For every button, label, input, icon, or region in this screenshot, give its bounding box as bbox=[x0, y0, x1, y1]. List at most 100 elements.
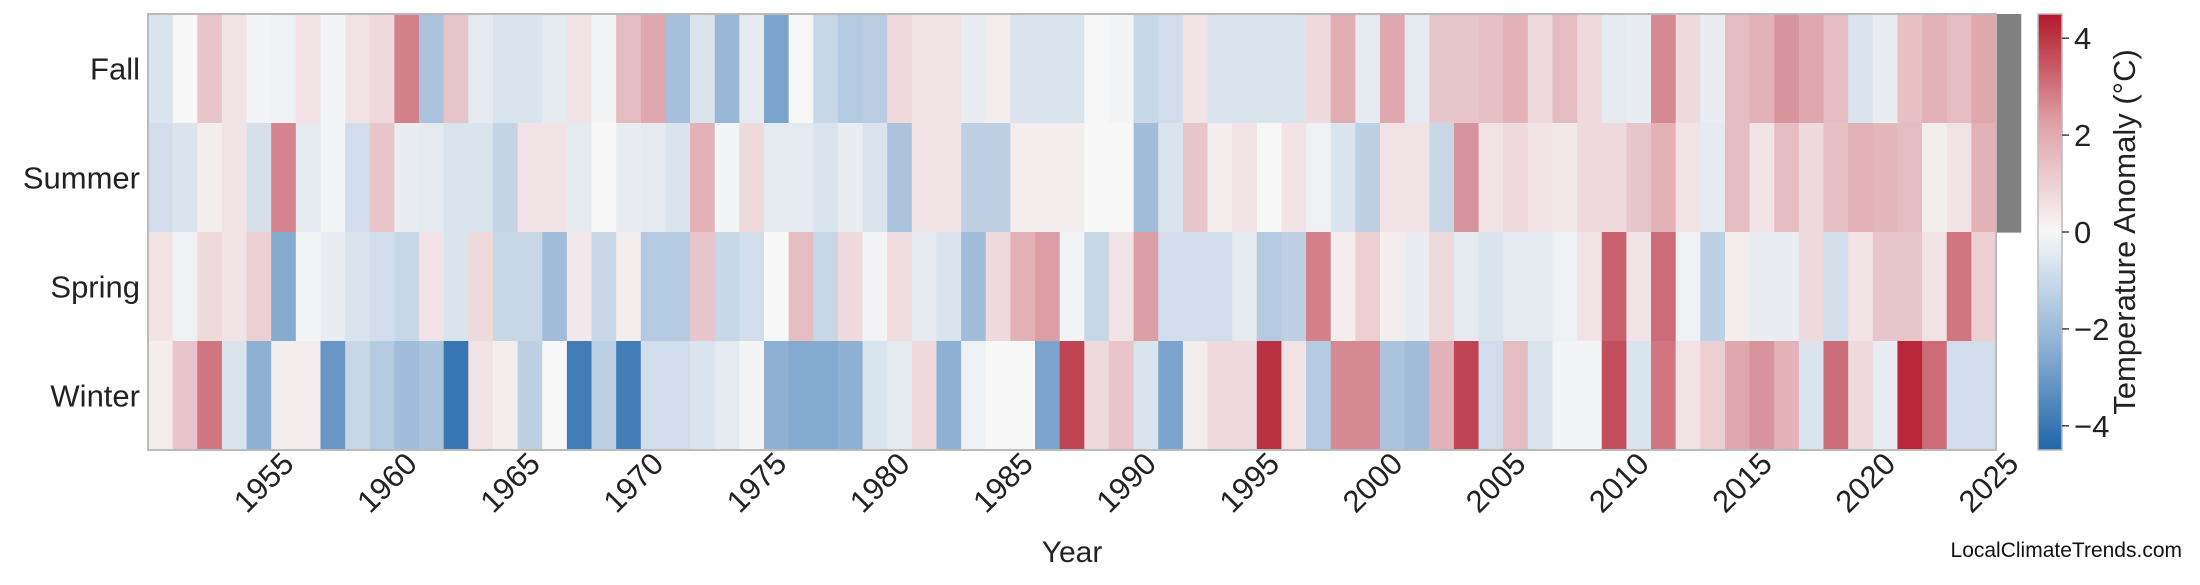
heatmap-cell-spring-1952 bbox=[172, 232, 198, 342]
heatmap-cell-spring-2020 bbox=[1848, 232, 1874, 342]
heatmap-cell-summer-1999 bbox=[1330, 123, 1356, 233]
heatmap-cell-winter-1983 bbox=[936, 341, 962, 451]
x-tick-labels: 1955 1960 1965 1970 1975 1980 1985 1990 1995 2000… bbox=[227, 446, 2025, 520]
heatmap-cell-winter-2017 bbox=[1774, 341, 1800, 451]
heatmap-cell-fall-1966 bbox=[517, 14, 543, 124]
heatmap-cell-spring-1995 bbox=[1232, 232, 1258, 342]
heatmap-cell-winter-1995 bbox=[1232, 341, 1258, 451]
heatmap-cell-spring-1979 bbox=[837, 232, 864, 342]
heatmap-cell-summer-1953 bbox=[197, 123, 223, 233]
heatmap-cell-summer-1997 bbox=[1281, 123, 1307, 233]
heatmap-cell-winter-1967 bbox=[542, 341, 568, 451]
heatmap-cell-summer-2015 bbox=[1724, 123, 1751, 233]
heatmap-cell-winter-1982 bbox=[911, 341, 938, 451]
heatmap-cell-summer-2025 bbox=[1971, 123, 1997, 233]
heatmap-cell-winter-1964 bbox=[468, 341, 494, 451]
colorbar-label: Temperature Anomaly (°C) bbox=[2107, 49, 2142, 415]
heatmap-cell-spring-2007 bbox=[1527, 232, 1554, 342]
heatmap-cell-winter-1965 bbox=[492, 341, 519, 451]
heatmap-cell-fall-1967 bbox=[542, 14, 568, 124]
heatmap-cell-summer-1960 bbox=[369, 123, 395, 233]
row-label-spring: Spring bbox=[50, 270, 140, 305]
heatmap-cell-winter-1971 bbox=[640, 341, 667, 451]
heatmap-cell-spring-1972 bbox=[665, 232, 691, 342]
heatmap-cell-spring-1967 bbox=[542, 232, 568, 342]
heatmap-cell-spring-2011 bbox=[1626, 232, 1652, 342]
heatmap-cell-spring-1981 bbox=[887, 232, 913, 342]
x-tick-2020: 2020 bbox=[1829, 446, 1903, 520]
heatmap-cell-spring-1970 bbox=[616, 232, 642, 342]
heatmap-cell-spring-1983 bbox=[936, 232, 962, 342]
heatmap-cell-summer-1988 bbox=[1059, 123, 1085, 233]
heatmap-cell-summer-1992 bbox=[1158, 123, 1184, 233]
heatmap-cell-summer-1980 bbox=[862, 123, 888, 233]
heatmap-cell-fall-2014 bbox=[1700, 14, 1726, 124]
heatmap-cell-winter-2003 bbox=[1429, 341, 1455, 451]
heatmap-cell-fall-2022 bbox=[1897, 14, 1923, 124]
heatmap-cell-fall-1980 bbox=[862, 14, 888, 124]
heatmap-cell-summer-1961 bbox=[394, 123, 420, 233]
heatmap-cell-summer-2021 bbox=[1872, 123, 1899, 233]
heatmap-cell-summer-2011 bbox=[1626, 123, 1652, 233]
heatmap-cell-winter-1985 bbox=[985, 341, 1011, 451]
heatmap-cell-summer-1990 bbox=[1108, 123, 1135, 233]
heatmap-cell-spring-1963 bbox=[443, 232, 469, 342]
heatmap-cell-fall-2005 bbox=[1478, 14, 1504, 124]
heatmap-cell-winter-2015 bbox=[1724, 341, 1751, 451]
heatmap-cell-summer-2023 bbox=[1922, 123, 1948, 233]
x-tick-1975: 1975 bbox=[720, 446, 794, 520]
x-tick-2025: 2025 bbox=[1952, 446, 2026, 520]
heatmap-cell-fall-2026 bbox=[1996, 14, 2022, 124]
heatmap-cell-fall-2002 bbox=[1404, 14, 1430, 124]
plot-frame bbox=[147, 13, 1997, 451]
heatmap-cell-summer-2016 bbox=[1749, 123, 1775, 233]
heatmap-cell-spring-2005 bbox=[1478, 232, 1504, 342]
row-labels: Fall Summer Spring Winter bbox=[23, 52, 140, 414]
heatmap-cell-summer-1954 bbox=[221, 123, 248, 233]
heatmap-cell-spring-2013 bbox=[1675, 232, 1701, 342]
heatmap-cell-summer-1979 bbox=[837, 123, 864, 233]
heatmap-cell-fall-2001 bbox=[1380, 14, 1406, 124]
heatmap-cell-winter-2005 bbox=[1478, 341, 1504, 451]
heatmap-cell-summer-1989 bbox=[1084, 123, 1110, 233]
heatmap-cell-summer-1964 bbox=[468, 123, 494, 233]
heatmap-cell-spring-1960 bbox=[369, 232, 395, 342]
heatmap-cell-spring-1954 bbox=[221, 232, 248, 342]
heatmap-cell-fall-2019 bbox=[1823, 14, 1849, 124]
x-tick-1980: 1980 bbox=[843, 446, 917, 520]
heatmap-cell-summer-1963 bbox=[443, 123, 469, 233]
heatmap-cell-fall-1989 bbox=[1084, 14, 1110, 124]
heatmap-cell-fall-1976 bbox=[764, 14, 790, 124]
heatmap-cell-winter-1958 bbox=[320, 341, 346, 451]
heatmap-cell-winter-2010 bbox=[1601, 341, 1627, 451]
heatmap-cell-spring-1965 bbox=[492, 232, 519, 342]
heatmap-cell-winter-2006 bbox=[1503, 341, 1529, 451]
heatmap-cell-winter-1959 bbox=[345, 341, 371, 451]
heatmap-cell-fall-2016 bbox=[1749, 14, 1775, 124]
heatmap-cell-spring-1957 bbox=[295, 232, 322, 342]
heatmap-cell-summer-1995 bbox=[1232, 123, 1258, 233]
heatmap-cell-summer-1975 bbox=[739, 123, 765, 233]
heatmap-cell-spring-1956 bbox=[271, 232, 297, 342]
heatmap-cell-winter-1974 bbox=[714, 341, 740, 451]
heatmap-cell-winter-1980 bbox=[862, 341, 888, 451]
heatmap-cell-winter-1977 bbox=[788, 341, 814, 451]
heatmap-cell-fall-1986 bbox=[1010, 14, 1036, 124]
heatmap-cell-spring-1980 bbox=[862, 232, 888, 342]
heatmap-cell-fall-1965 bbox=[492, 14, 519, 124]
heatmap-cell-fall-1959 bbox=[345, 14, 371, 124]
heatmap-cell-fall-2003 bbox=[1429, 14, 1455, 124]
heatmap-cell-fall-2010 bbox=[1601, 14, 1627, 124]
heatmap-cell-summer-1956 bbox=[271, 123, 297, 233]
heatmap-cell-summer-1958 bbox=[320, 123, 346, 233]
heatmap-cell-spring-2025 bbox=[1971, 232, 1997, 342]
heatmap-cell-fall-1970 bbox=[616, 14, 642, 124]
heatmap-cell-summer-1952 bbox=[172, 123, 198, 233]
heatmap-cell-fall-1957 bbox=[295, 14, 322, 124]
heatmap-cell-spring-1977 bbox=[788, 232, 814, 342]
x-axis-label: Year bbox=[1042, 536, 1103, 569]
heatmap-cell-fall-1979 bbox=[837, 14, 864, 124]
heatmap-cell-summer-2012 bbox=[1651, 123, 1677, 233]
heatmap-cell-spring-1986 bbox=[1010, 232, 1036, 342]
heatmap-cell-fall-2011 bbox=[1626, 14, 1652, 124]
